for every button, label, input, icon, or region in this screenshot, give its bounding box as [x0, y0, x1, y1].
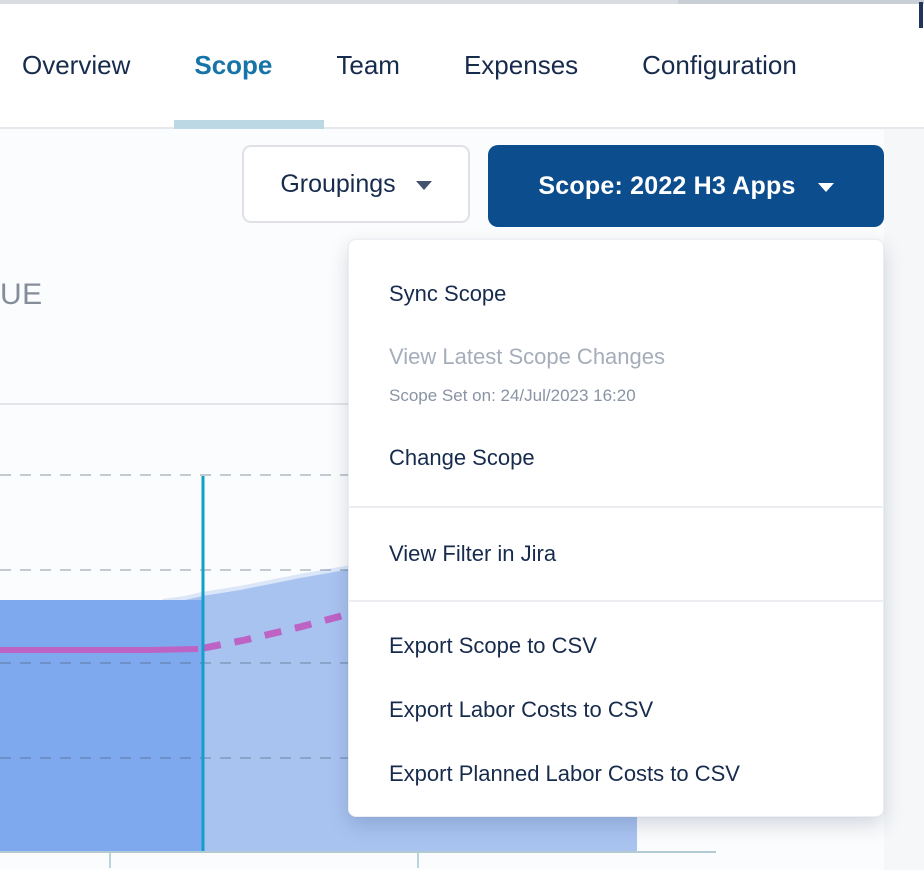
scrollbar-thumb[interactable] — [919, 2, 923, 28]
scope-button-label: Scope: 2022 H3 Apps — [538, 171, 796, 200]
menu-item-label: Change Scope — [389, 445, 535, 470]
menu-item-label: Export Scope to CSV — [389, 633, 597, 658]
menu-item-label: Sync Scope — [389, 281, 507, 306]
top-border-right — [678, 0, 924, 4]
menu-item-export-labor-costs-csv[interactable]: Export Labor Costs to CSV — [349, 678, 883, 742]
menu-item-change-scope[interactable]: Change Scope — [349, 426, 883, 490]
menu-item-label: View Latest Scope Changes — [389, 344, 665, 369]
tab-overview[interactable]: Overview — [22, 50, 131, 80]
menu-item-sync-scope[interactable]: Sync Scope — [349, 262, 883, 326]
chevron-down-icon — [415, 181, 432, 190]
tabs: Overview Scope Team Expenses Configurati… — [0, 4, 924, 127]
menu-section-jira: View Filter in Jira — [349, 506, 883, 600]
menu-item-label: Export Labor Costs to CSV — [389, 697, 654, 722]
tab-scope[interactable]: Scope — [194, 50, 273, 80]
scope-dropdown-button[interactable]: Scope: 2022 H3 Apps — [488, 145, 884, 227]
groupings-button[interactable]: Groupings — [242, 145, 470, 223]
chevron-down-icon — [817, 183, 834, 192]
menu-item-label: View Filter in Jira — [389, 541, 557, 566]
scope-dropdown-menu: Sync Scope View Latest Scope Changes Sco… — [348, 239, 884, 817]
top-border — [0, 0, 678, 4]
menu-section-scope: Sync Scope View Latest Scope Changes Sco… — [349, 240, 883, 506]
scope-set-on-timestamp: Scope Set on: 24/Jul/2023 16:20 — [389, 386, 636, 405]
tab-bar: Overview Scope Team Expenses Configurati… — [0, 4, 924, 129]
groupings-button-label: Groupings — [280, 169, 396, 198]
menu-item-view-filter-in-jira[interactable]: View Filter in Jira — [349, 522, 883, 586]
tab-team[interactable]: Team — [336, 50, 400, 80]
menu-item-export-planned-labor-costs-csv[interactable]: Export Planned Labor Costs to CSV — [349, 742, 883, 806]
menu-item-view-latest-scope-changes: View Latest Scope Changes Scope Set on: … — [349, 326, 883, 426]
menu-section-export: Export Scope to CSV Export Labor Costs t… — [349, 600, 883, 816]
menu-item-export-scope-csv[interactable]: Export Scope to CSV — [349, 614, 883, 678]
tab-configuration[interactable]: Configuration — [642, 50, 797, 80]
active-tab-underline — [174, 120, 324, 129]
page-gutter — [884, 129, 924, 870]
tab-expenses[interactable]: Expenses — [463, 50, 579, 80]
menu-item-label: Export Planned Labor Costs to CSV — [389, 761, 740, 786]
